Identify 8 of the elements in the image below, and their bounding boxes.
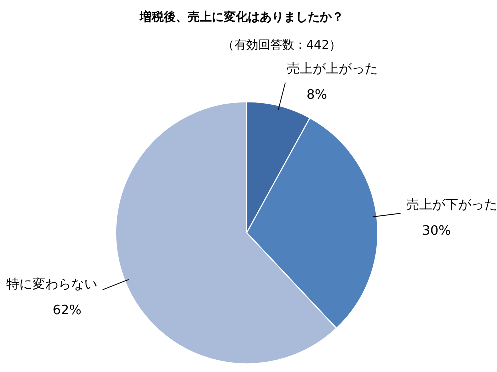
- chart-subtitle: （有効回答数：442）: [222, 38, 342, 52]
- data-label: 8%: [306, 88, 328, 104]
- slice-label: 特に変わらない: [6, 276, 98, 292]
- data-label: 30%: [422, 224, 452, 239]
- data-label: 62%: [52, 303, 82, 318]
- chart-title: 増税後、売上に変化はありましたか？: [139, 10, 344, 24]
- slice-label: 売上が上がった: [287, 62, 378, 78]
- slice-label: 売上が下がった: [406, 198, 497, 213]
